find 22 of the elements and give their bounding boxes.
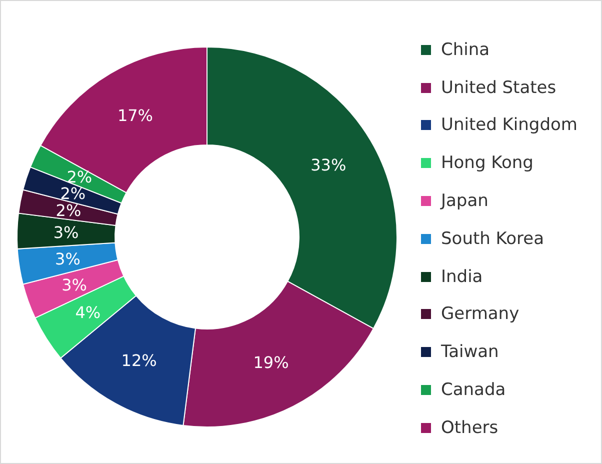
- legend-label: Hong Kong: [441, 153, 534, 174]
- legend-label: Taiwan: [441, 342, 499, 362]
- legend-label: Japan: [441, 191, 488, 212]
- legend-label: Others: [441, 418, 498, 438]
- data-label: 2%: [60, 184, 86, 203]
- legend-label: South Korea: [441, 228, 544, 249]
- data-label: 2%: [56, 201, 82, 220]
- data-label: 3%: [62, 275, 88, 294]
- legend-label: United States: [441, 78, 556, 98]
- legend-label: Canada: [441, 380, 506, 400]
- data-label: 3%: [55, 250, 80, 269]
- data-label: 17%: [117, 106, 154, 126]
- data-label: 12%: [121, 351, 157, 370]
- legend-label: United Kingdom: [441, 115, 578, 136]
- data-label: 2%: [66, 167, 92, 186]
- legend-label: Germany: [441, 304, 520, 324]
- legend-label: China: [441, 40, 490, 60]
- data-label: 19%: [253, 353, 289, 372]
- data-label: 3%: [53, 223, 79, 242]
- data-label: 4%: [75, 303, 101, 322]
- legend-label: India: [441, 266, 483, 287]
- data-label: 33%: [310, 156, 346, 175]
